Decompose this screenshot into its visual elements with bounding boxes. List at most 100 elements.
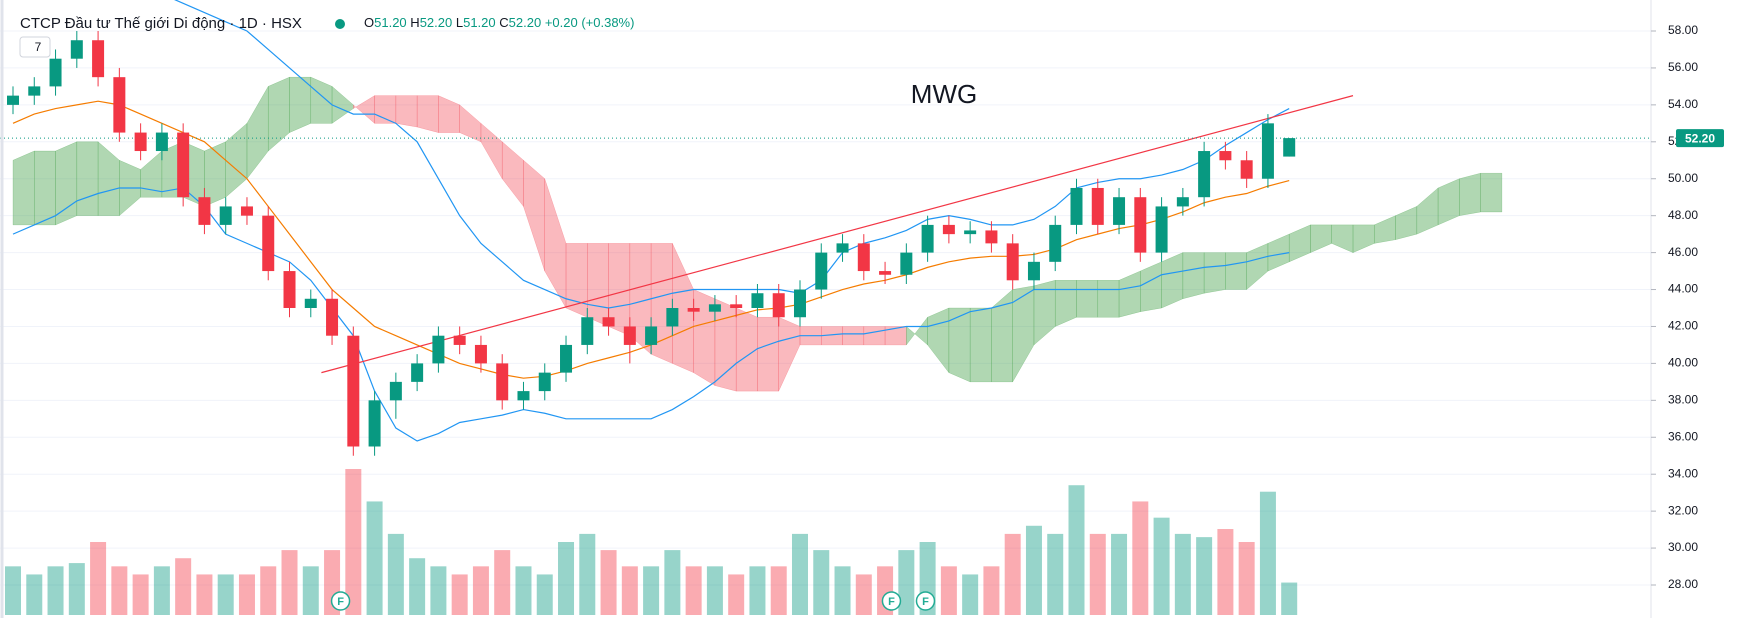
cloud-segment: [1310, 224, 1332, 253]
volume-bar: [238, 574, 255, 615]
cloud-segment: [395, 95, 418, 128]
indicator-count[interactable]: 7: [35, 40, 42, 54]
y-tick-label: 40.00: [1668, 356, 1698, 370]
candle-body: [155, 132, 168, 152]
candle-body: [879, 271, 892, 275]
cloud-segment: [1012, 285, 1035, 383]
ohlc-key: C: [499, 15, 508, 30]
candle-body: [1070, 187, 1083, 225]
volume-bar: [664, 550, 681, 615]
volume-bar: [770, 566, 787, 615]
candle-body: [198, 197, 211, 225]
candle-body: [836, 243, 849, 253]
volume-bar: [5, 566, 21, 615]
cloud-segment: [842, 326, 865, 346]
candle-body: [262, 215, 275, 272]
cloud-segment: [1203, 252, 1226, 294]
cloud-segment: [438, 95, 460, 133]
cloud-segment: [331, 85, 354, 124]
candle-body: [602, 317, 615, 327]
candle-body: [560, 344, 573, 373]
y-tick-label: 54.00: [1668, 97, 1698, 111]
ohlc-key: O: [364, 15, 374, 30]
candle-body: [474, 344, 487, 364]
candle-body: [347, 335, 360, 447]
volume-bar: [1025, 525, 1042, 615]
y-tick-label: 56.00: [1668, 60, 1698, 74]
volume-bar: [1174, 533, 1191, 615]
volume-bar: [621, 566, 638, 615]
cloud-segment: [1459, 172, 1481, 216]
candle-body: [1283, 138, 1296, 157]
volume-bar: [898, 550, 915, 615]
cloud-segment: [523, 159, 545, 272]
candle-body: [815, 252, 828, 290]
cloud-segment: [267, 76, 290, 152]
cloud-segment: [501, 141, 524, 208]
cloud-segment: [821, 326, 843, 346]
volume-bar: [153, 566, 170, 615]
event-marker: [915, 591, 936, 611]
volume-bar: [940, 566, 957, 615]
candle-body: [453, 335, 466, 345]
volume-bar: [962, 574, 979, 615]
cloud-segment: [1331, 224, 1354, 253]
ohlc-value: 51.20: [374, 15, 407, 30]
cloud-segment: [1225, 252, 1247, 290]
cloud-segment: [353, 95, 375, 124]
volume-bar: [281, 550, 298, 615]
header: CTCP Đầu tư Thế giới Di động · 1D · HSX …: [19, 15, 977, 109]
candle-body: [517, 391, 530, 401]
candle-body: [1176, 197, 1189, 207]
volume-bar: [515, 566, 532, 615]
chart-title: CTCP Đầu tư Thế giới Di động · 1D · HSX: [20, 15, 302, 32]
volume-bar: [47, 566, 64, 615]
volume-bar: [175, 558, 192, 615]
indicator-toggle[interactable]: [19, 36, 51, 58]
cloud-segment: [1374, 215, 1396, 244]
cloud-segment: [289, 76, 312, 133]
candle-body: [326, 298, 339, 336]
status-dot: [335, 19, 345, 29]
cloud-segment: [778, 316, 801, 392]
candle-body: [1113, 197, 1126, 225]
candle-body: [134, 132, 147, 152]
trendline: [321, 95, 1354, 374]
volume-bar: [706, 566, 723, 615]
candle-body: [538, 372, 551, 392]
cloud-segment: [97, 141, 120, 216]
y-tick-label: 30.00: [1668, 540, 1698, 554]
volume-bar: [409, 558, 426, 615]
candle-body: [1240, 160, 1253, 179]
volume-bar: [90, 542, 107, 615]
cloud-segment: [1288, 224, 1311, 263]
candle-body: [240, 206, 253, 216]
candle-body: [1134, 197, 1147, 253]
cloud-segment: [948, 307, 971, 383]
cloud-segment: [34, 150, 56, 226]
candle-body: [793, 289, 806, 318]
y-tick-label: 28.00: [1668, 577, 1698, 591]
volume-bar: [302, 566, 319, 615]
event-label: F: [922, 596, 929, 608]
candle-body: [1049, 224, 1062, 262]
volume-bar: [217, 574, 234, 615]
volume-bar: [494, 550, 511, 615]
cloud-segment: [480, 122, 503, 180]
cloud-segment: [714, 298, 737, 392]
candle-body: [92, 40, 105, 78]
volume-bar: [1111, 533, 1128, 615]
y-axis: 28.00 30.00 32.00 34.00 36.00 38.00 40.00 42.00…: [1651, 23, 1724, 591]
volume-bar: [1259, 491, 1276, 615]
volume-bar: [728, 574, 745, 615]
cloud-segment: [1182, 252, 1205, 300]
cloud-segment: [1352, 224, 1375, 253]
candle-body: [411, 363, 424, 382]
volume-bar: [387, 533, 404, 615]
y-tick-label: 50.00: [1668, 171, 1698, 185]
candle-body: [857, 243, 870, 272]
candle-body: [496, 363, 509, 401]
